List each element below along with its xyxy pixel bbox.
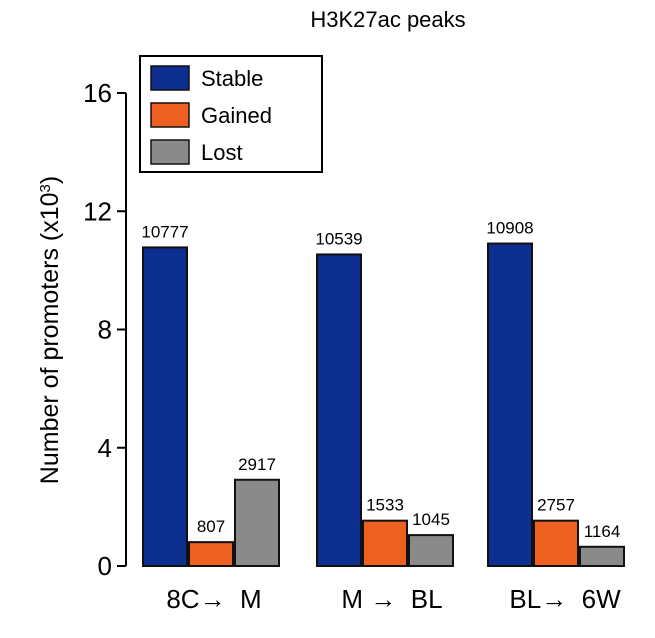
bar-gained xyxy=(362,519,408,567)
chart-title: H3K27ac peaks xyxy=(310,7,465,32)
x-category-label: BL→ 6W xyxy=(509,584,621,614)
data-label: 1045 xyxy=(412,510,450,529)
legend-swatch-gained xyxy=(150,102,190,128)
legend-swatch-stable xyxy=(150,65,190,91)
data-label: 10777 xyxy=(141,222,188,241)
bar-lost xyxy=(408,534,454,567)
bar-stable xyxy=(142,246,188,567)
bar-gained xyxy=(188,541,234,568)
x-category-label: M → BL xyxy=(341,584,442,614)
legend-swatch-lost xyxy=(150,139,190,165)
y-axis: 0 4 8 12 16 xyxy=(83,78,127,581)
data-label: 10908 xyxy=(486,219,533,238)
bar-stable xyxy=(487,242,533,567)
legend-label: Lost xyxy=(201,140,243,165)
y-tick-label: 12 xyxy=(83,196,112,226)
y-axis-label-text: Number of promoters (x10 xyxy=(36,192,64,484)
data-label: 2917 xyxy=(238,455,276,474)
data-label: 1164 xyxy=(584,522,621,541)
y-axis-label-exponent: 3 xyxy=(37,184,54,192)
x-category-label: 8C→ M xyxy=(166,584,261,614)
y-tick-label: 4 xyxy=(98,433,112,463)
bar-stable xyxy=(316,253,362,567)
y-tick-label: 0 xyxy=(98,551,112,581)
y-tick-label: 16 xyxy=(83,78,112,108)
x-axis-categories: 8C→ M M → BL BL→ 6W xyxy=(166,584,621,614)
legend-label: Stable xyxy=(201,66,263,91)
data-label: 807 xyxy=(197,517,225,536)
legend: Stable Gained Lost xyxy=(139,55,323,173)
legend-label: Gained xyxy=(201,103,272,128)
y-axis-label-close: ) xyxy=(36,176,64,184)
data-label: 2757 xyxy=(537,496,575,515)
y-tick-label: 8 xyxy=(98,315,112,345)
y-axis-label: Number of promoters (x103) xyxy=(36,176,64,484)
bar-lost xyxy=(579,545,625,567)
data-label: 1533 xyxy=(366,496,404,515)
data-label: 10539 xyxy=(315,229,362,248)
bar-lost xyxy=(234,478,280,567)
bars: 10777 807 2917 10539 1533 1045 10908 2757 1164 xyxy=(141,219,625,568)
bar-gained xyxy=(533,519,579,567)
